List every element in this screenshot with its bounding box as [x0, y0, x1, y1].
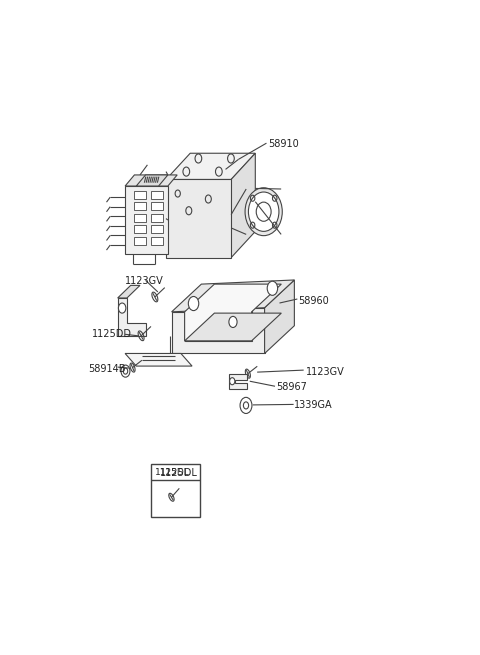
Bar	[134, 225, 146, 233]
Circle shape	[240, 398, 252, 413]
Text: 58960: 58960	[298, 295, 329, 305]
Polygon shape	[185, 284, 281, 341]
Circle shape	[119, 303, 126, 313]
Polygon shape	[136, 175, 168, 186]
Polygon shape	[264, 280, 294, 354]
Circle shape	[229, 378, 235, 384]
Text: 1339GA: 1339GA	[294, 400, 333, 411]
Bar	[134, 191, 146, 198]
Polygon shape	[118, 286, 140, 298]
Polygon shape	[172, 280, 294, 312]
Text: 58910: 58910	[268, 139, 299, 149]
Polygon shape	[185, 313, 281, 341]
Bar	[151, 214, 163, 222]
Text: 1125DL: 1125DL	[160, 468, 198, 478]
Bar	[151, 237, 163, 245]
Circle shape	[243, 402, 249, 409]
Text: 58967: 58967	[276, 383, 307, 392]
Text: 1125DL: 1125DL	[155, 468, 190, 477]
Text: 1123GV: 1123GV	[125, 276, 164, 286]
Polygon shape	[172, 308, 264, 354]
Polygon shape	[125, 186, 168, 254]
Bar	[134, 237, 146, 245]
Polygon shape	[166, 179, 231, 257]
Circle shape	[188, 297, 199, 310]
Polygon shape	[118, 298, 145, 336]
Text: 1123GV: 1123GV	[305, 367, 344, 377]
Bar	[151, 202, 163, 210]
Bar	[134, 202, 146, 210]
Ellipse shape	[256, 202, 271, 221]
Polygon shape	[231, 153, 255, 257]
Bar	[151, 191, 163, 198]
Polygon shape	[229, 373, 247, 389]
Ellipse shape	[245, 188, 282, 236]
Ellipse shape	[249, 192, 279, 231]
Text: 1125DD: 1125DD	[92, 329, 132, 339]
Circle shape	[267, 281, 277, 295]
Polygon shape	[166, 153, 255, 179]
Bar	[151, 225, 163, 233]
Polygon shape	[125, 175, 177, 186]
Polygon shape	[125, 354, 192, 366]
Circle shape	[121, 365, 130, 377]
Bar	[134, 214, 146, 222]
Circle shape	[229, 316, 237, 328]
Bar	[151, 464, 200, 517]
Text: 58914B: 58914B	[88, 364, 125, 373]
Circle shape	[123, 368, 128, 374]
